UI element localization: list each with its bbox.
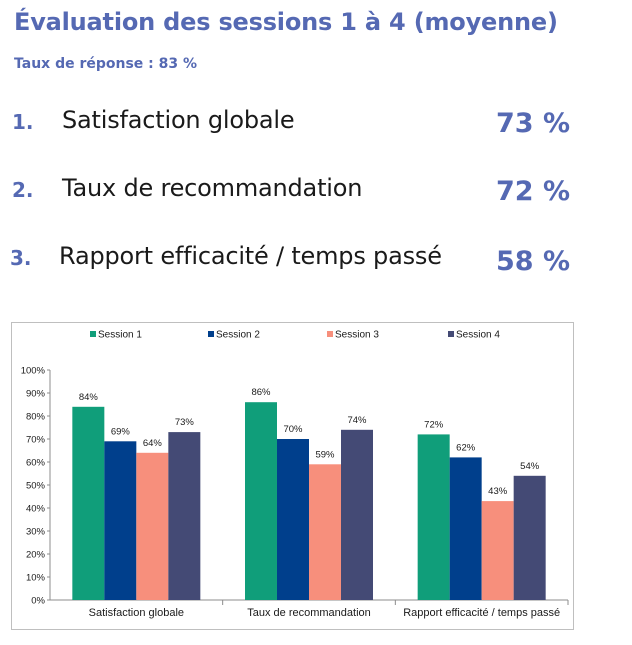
data-label: 59% xyxy=(315,449,335,460)
data-label: 73% xyxy=(175,417,195,428)
legend-label: Session 1 xyxy=(98,330,142,341)
bar xyxy=(481,501,514,600)
bar xyxy=(513,475,546,600)
bar xyxy=(417,434,450,600)
data-label: 64% xyxy=(143,438,163,449)
kpi-value: 72 % xyxy=(496,176,571,207)
legend-swatch xyxy=(327,331,333,337)
y-tick-label: 100% xyxy=(21,366,46,377)
kpi-row-1: 1. Satisfaction globale 73 % xyxy=(0,106,632,146)
y-tick-label: 0% xyxy=(31,596,45,607)
y-tick-label: 70% xyxy=(26,435,46,446)
kpi-value: 58 % xyxy=(496,246,571,277)
bar xyxy=(168,432,201,600)
data-label: 70% xyxy=(283,424,303,435)
kpi-row-2: 2. Taux de recommandation 72 % xyxy=(0,174,632,214)
bar-chart-svg: Session 1 Session 2 Session 3 Session 4 0% 10… xyxy=(21,330,569,619)
legend-label: Session 4 xyxy=(456,330,500,341)
y-tick-label: 40% xyxy=(26,504,46,515)
legend-swatch xyxy=(90,331,96,337)
kpi-number: 1. xyxy=(12,110,34,134)
bar xyxy=(449,457,482,600)
y-tick-label: 20% xyxy=(26,550,46,561)
legend-swatch xyxy=(208,331,214,337)
legend-label: Session 2 xyxy=(216,330,260,341)
kpi-label: Taux de recommandation xyxy=(62,174,363,202)
legend-label: Session 3 xyxy=(335,330,379,341)
y-tick-label: 90% xyxy=(26,389,46,400)
data-label: 74% xyxy=(347,415,367,426)
bar-chart: Session 1 Session 2 Session 3 Session 4 0% 10… xyxy=(11,322,574,630)
y-tick-label: 50% xyxy=(26,481,46,492)
kpi-value: 73 % xyxy=(496,108,571,139)
bar xyxy=(72,406,105,600)
legend-swatch xyxy=(448,331,454,337)
data-label: 54% xyxy=(520,461,540,472)
response-rate: Taux de réponse : 83 % xyxy=(14,56,198,72)
bar xyxy=(245,402,277,600)
bar xyxy=(309,464,341,600)
data-label: 72% xyxy=(424,419,444,430)
kpi-label: Satisfaction globale xyxy=(62,106,295,134)
bar xyxy=(136,452,169,600)
y-tick-label: 30% xyxy=(26,527,46,538)
bar xyxy=(104,441,137,600)
kpi-label: Rapport efficacité / temps passé xyxy=(59,242,442,270)
kpi-number: 3. xyxy=(10,246,32,270)
data-label: 69% xyxy=(111,426,131,437)
page-title: Évaluation des sessions 1 à 4 (moyenne) xyxy=(14,8,558,36)
data-label: 62% xyxy=(456,442,476,453)
y-tick-label: 80% xyxy=(26,412,46,423)
data-label: 86% xyxy=(251,387,271,398)
bar xyxy=(341,429,373,600)
kpi-number: 2. xyxy=(12,178,34,202)
y-tick-label: 60% xyxy=(26,458,46,469)
y-tick-label: 10% xyxy=(26,573,46,584)
category-label: Satisfaction globale xyxy=(89,607,184,619)
data-label: 43% xyxy=(488,486,508,497)
category-label: Rapport efficacité / temps passé xyxy=(403,607,560,619)
data-label: 84% xyxy=(79,392,99,403)
bar xyxy=(277,439,309,600)
kpi-row-3: 3. Rapport efficacité / temps passé 58 % xyxy=(0,242,632,282)
category-label: Taux de recommandation xyxy=(247,607,371,619)
